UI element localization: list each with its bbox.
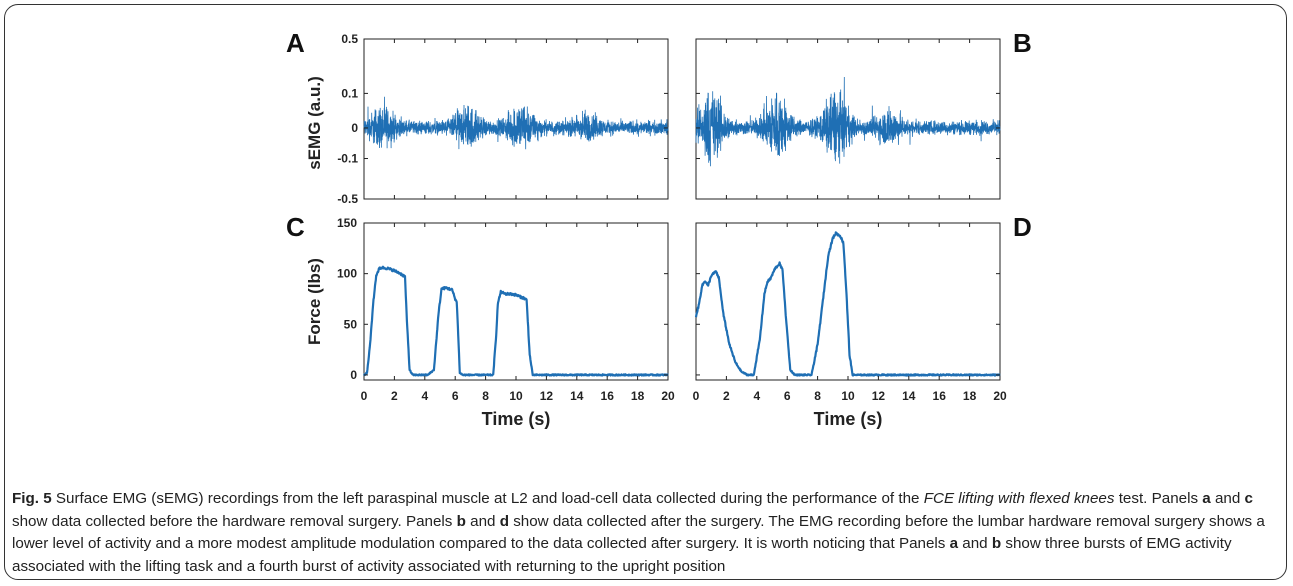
x-tick-label: 8	[482, 389, 489, 403]
y-axis-label: Force (lbs)	[305, 258, 324, 345]
x-tick-label: 8	[814, 389, 821, 403]
caption-panel-ref: b	[991, 535, 1002, 553]
force-trace-d	[694, 231, 1001, 377]
panel-letter-c: C	[286, 212, 305, 242]
force-trace-c	[362, 265, 669, 377]
y-axis-label: sEMG (a.u.)	[305, 76, 324, 170]
y-tick-label: 0	[351, 121, 358, 135]
figure-label: Fig. 5	[12, 490, 52, 507]
caption-panel-ref: d	[499, 512, 509, 530]
y-tick-label: 100	[337, 267, 357, 281]
x-tick-label: 4	[421, 389, 428, 403]
y-tick-label: -0.5	[337, 192, 358, 206]
x-tick-label: 6	[452, 389, 459, 403]
panel-letter-d: D	[1013, 212, 1032, 242]
emg-trace-a	[363, 96, 669, 150]
y-tick-label: 150	[337, 216, 357, 230]
x-axis-label: Time (s)	[814, 409, 883, 429]
x-tick-label: 20	[993, 389, 1007, 403]
panel-letter-b: B	[1013, 28, 1032, 58]
x-tick-label: 12	[540, 389, 554, 403]
x-tick-label: 0	[361, 389, 368, 403]
caption-text: show data collected before the hardware …	[12, 512, 457, 530]
x-tick-label: 14	[570, 389, 584, 403]
x-axis-label: Time (s)	[482, 409, 551, 429]
caption-text: test. Panels	[1114, 490, 1203, 507]
caption-panel-ref: c	[1244, 490, 1253, 507]
x-tick-label: 10	[509, 389, 523, 403]
x-tick-label: 4	[753, 389, 760, 403]
x-tick-label: 6	[784, 389, 791, 403]
panel-letter-a: A	[286, 28, 305, 58]
caption-test-name: FCE lifting with flexed knees	[923, 490, 1115, 507]
caption-text: and	[465, 512, 500, 530]
x-tick-label: 10	[841, 389, 855, 403]
caption-text: and	[1210, 490, 1245, 507]
caption-panel-ref: a	[949, 535, 959, 553]
caption-text: and	[958, 535, 992, 553]
caption-panel-ref: a	[1202, 490, 1211, 507]
x-tick-label: 18	[631, 389, 645, 403]
y-tick-label: 0.5	[341, 32, 358, 46]
x-tick-label: 2	[391, 389, 398, 403]
caption-panel-ref: b	[456, 512, 466, 530]
y-tick-label: 50	[344, 317, 358, 331]
x-tick-label: 18	[963, 389, 977, 403]
figure-caption: Fig. 5 Surface EMG (sEMG) recordings fro…	[12, 488, 1274, 578]
x-tick-label: 0	[693, 389, 700, 403]
x-tick-label: 2	[723, 389, 730, 403]
x-tick-label: 20	[661, 389, 675, 403]
x-tick-label: 12	[872, 389, 886, 403]
caption-text: show three bursts of EMG activity associ…	[12, 535, 1232, 575]
x-tick-label: 16	[601, 389, 615, 403]
caption-text: Surface EMG (sEMG) recordings from the l…	[51, 490, 924, 507]
y-tick-label: 0	[350, 368, 357, 382]
y-tick-label: 0.1	[341, 86, 358, 100]
figure-frame	[4, 4, 1287, 580]
plot-axes-box	[363, 38, 669, 200]
emg-trace-b	[695, 76, 1001, 167]
x-tick-label: 16	[933, 389, 947, 403]
caption-text: show data collected after the surgery. T…	[12, 512, 1265, 553]
y-tick-label: -0.1	[337, 152, 358, 166]
x-tick-label: 14	[902, 389, 916, 403]
